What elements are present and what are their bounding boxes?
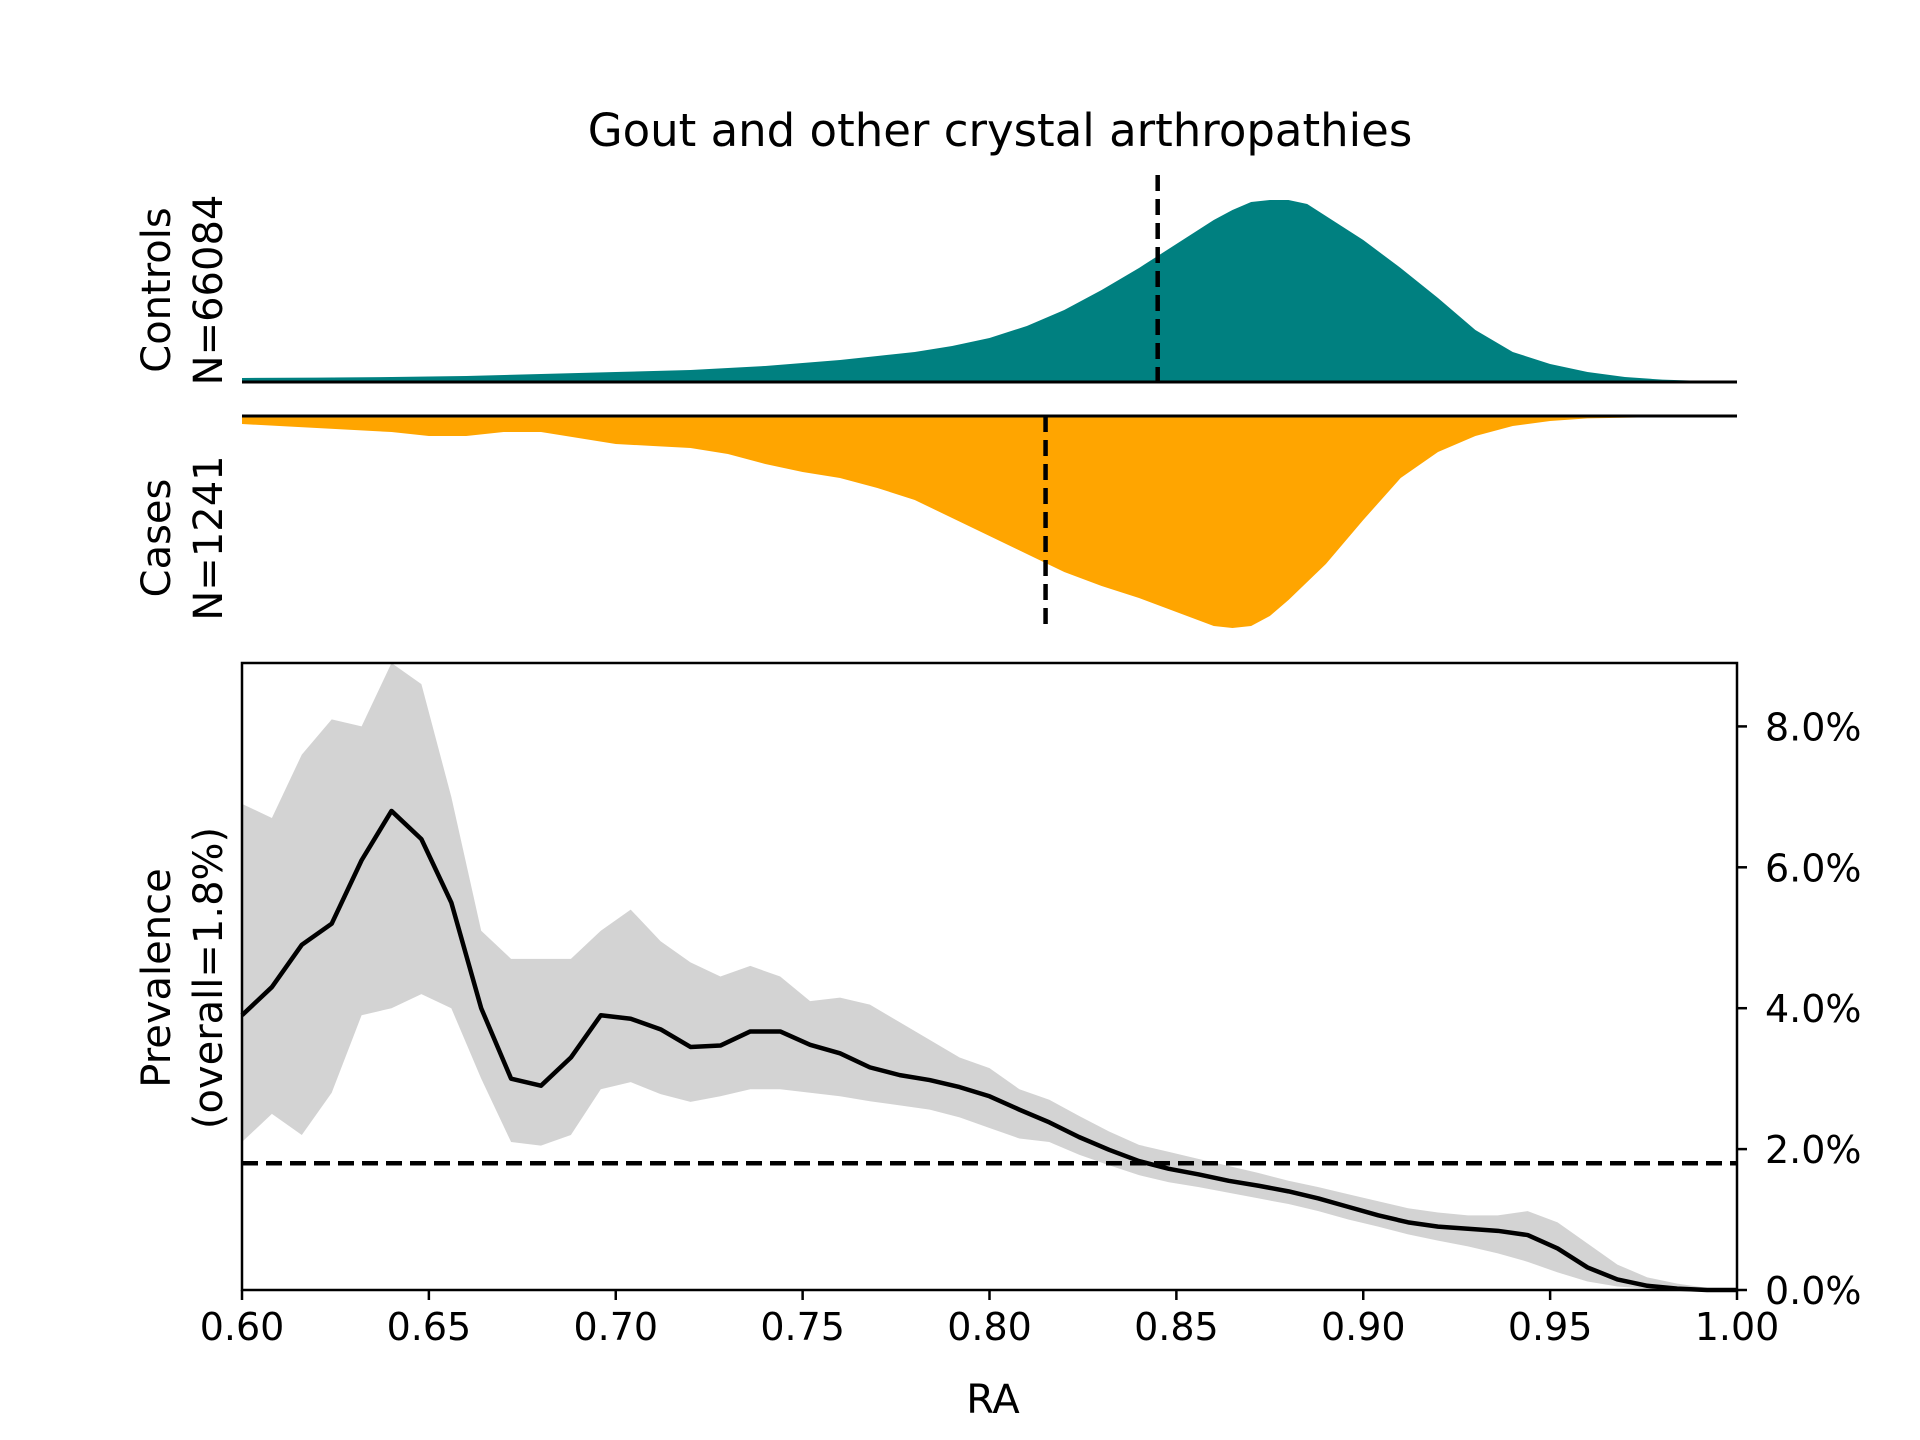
y-tick-label: 6.0% (1765, 846, 1862, 890)
prevalence-ylabel-line1: Prevalence (134, 868, 180, 1087)
cases-density-area (242, 416, 1737, 628)
y-tick-label: 4.0% (1765, 987, 1862, 1031)
x-tick-label: 0.75 (760, 1305, 845, 1349)
x-tick-label: 0.65 (387, 1305, 472, 1349)
controls-ylabel-line2: N=66084 (186, 195, 232, 386)
x-tick-label: 0.80 (947, 1305, 1032, 1349)
confidence-band (242, 663, 1737, 1290)
cases-ylabel-line1: Cases (134, 479, 180, 598)
prevalence-ylabel-line2: (overall=1.8%) (186, 827, 232, 1129)
x-tick-label: 0.95 (1508, 1305, 1593, 1349)
y-tick-label: 0.0% (1765, 1269, 1862, 1313)
cases-panel: Cases N=1241 (134, 414, 1737, 628)
prevalence-line (240, 808, 1737, 1293)
cases-ylabel-line2: N=1241 (186, 455, 232, 620)
x-tick-label: 0.85 (1134, 1305, 1219, 1349)
controls-panel: Controls N=66084 (134, 175, 1737, 385)
x-tick-label: 0.70 (573, 1305, 658, 1349)
y-tick-label: 2.0% (1765, 1128, 1862, 1172)
x-tick-label: 0.90 (1321, 1305, 1406, 1349)
controls-density-area (242, 200, 1737, 382)
x-axis-label: RA (966, 1377, 1020, 1423)
x-tick-label: 0.60 (200, 1305, 285, 1349)
controls-ylabel-line1: Controls (134, 207, 180, 372)
prevalence-panel: Prevalence (overall=1.8%) 0.60 0.65 0.70 0.… (134, 661, 1862, 1423)
y-tick-label: 8.0% (1765, 705, 1862, 749)
chart-title: Gout and other crystal arthropathies (588, 104, 1413, 157)
x-tick-label: 1.00 (1695, 1305, 1780, 1349)
